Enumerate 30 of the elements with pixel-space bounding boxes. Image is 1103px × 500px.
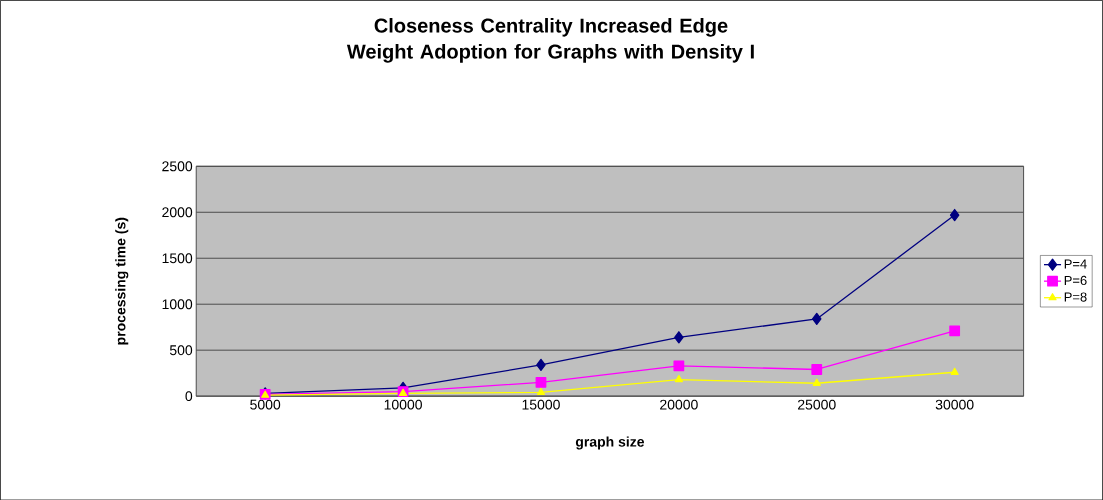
y-tick-label: 2500 xyxy=(162,161,193,172)
y-tick-label: 1000 xyxy=(162,299,193,309)
point xyxy=(535,376,547,388)
y-tick-label: 0 xyxy=(185,390,193,401)
point xyxy=(673,360,685,371)
x-tick-label: 15000 xyxy=(522,399,560,410)
point xyxy=(674,374,683,383)
y-tick-label: 2000 xyxy=(162,207,193,218)
y-axis-title: processing time (s) xyxy=(115,217,129,345)
point xyxy=(536,358,546,371)
legend-label: P=4 xyxy=(1064,259,1087,269)
x-axis-title: graph size xyxy=(575,436,645,450)
point xyxy=(811,312,822,325)
x-tick-label: 20000 xyxy=(660,399,698,410)
point xyxy=(536,387,546,395)
chart-title: Closeness Centrality Increased Edge Weight Adoption for Graphs with Density I xyxy=(346,17,754,63)
x-tick-label: 25000 xyxy=(798,399,836,410)
y-tick-label: 500 xyxy=(169,345,193,355)
x-tick-label: 30000 xyxy=(935,399,974,410)
point xyxy=(949,325,961,337)
x-tick-label: 10000 xyxy=(384,399,422,410)
y-tick-label: 1500 xyxy=(162,253,193,263)
point xyxy=(674,330,684,344)
legend-label: P=6 xyxy=(1064,275,1087,285)
point xyxy=(949,208,960,221)
point xyxy=(950,367,959,375)
x-tick-label: 5000 xyxy=(250,399,281,410)
point xyxy=(811,363,823,375)
point xyxy=(812,378,821,386)
legend-label: P=8 xyxy=(1064,292,1087,302)
